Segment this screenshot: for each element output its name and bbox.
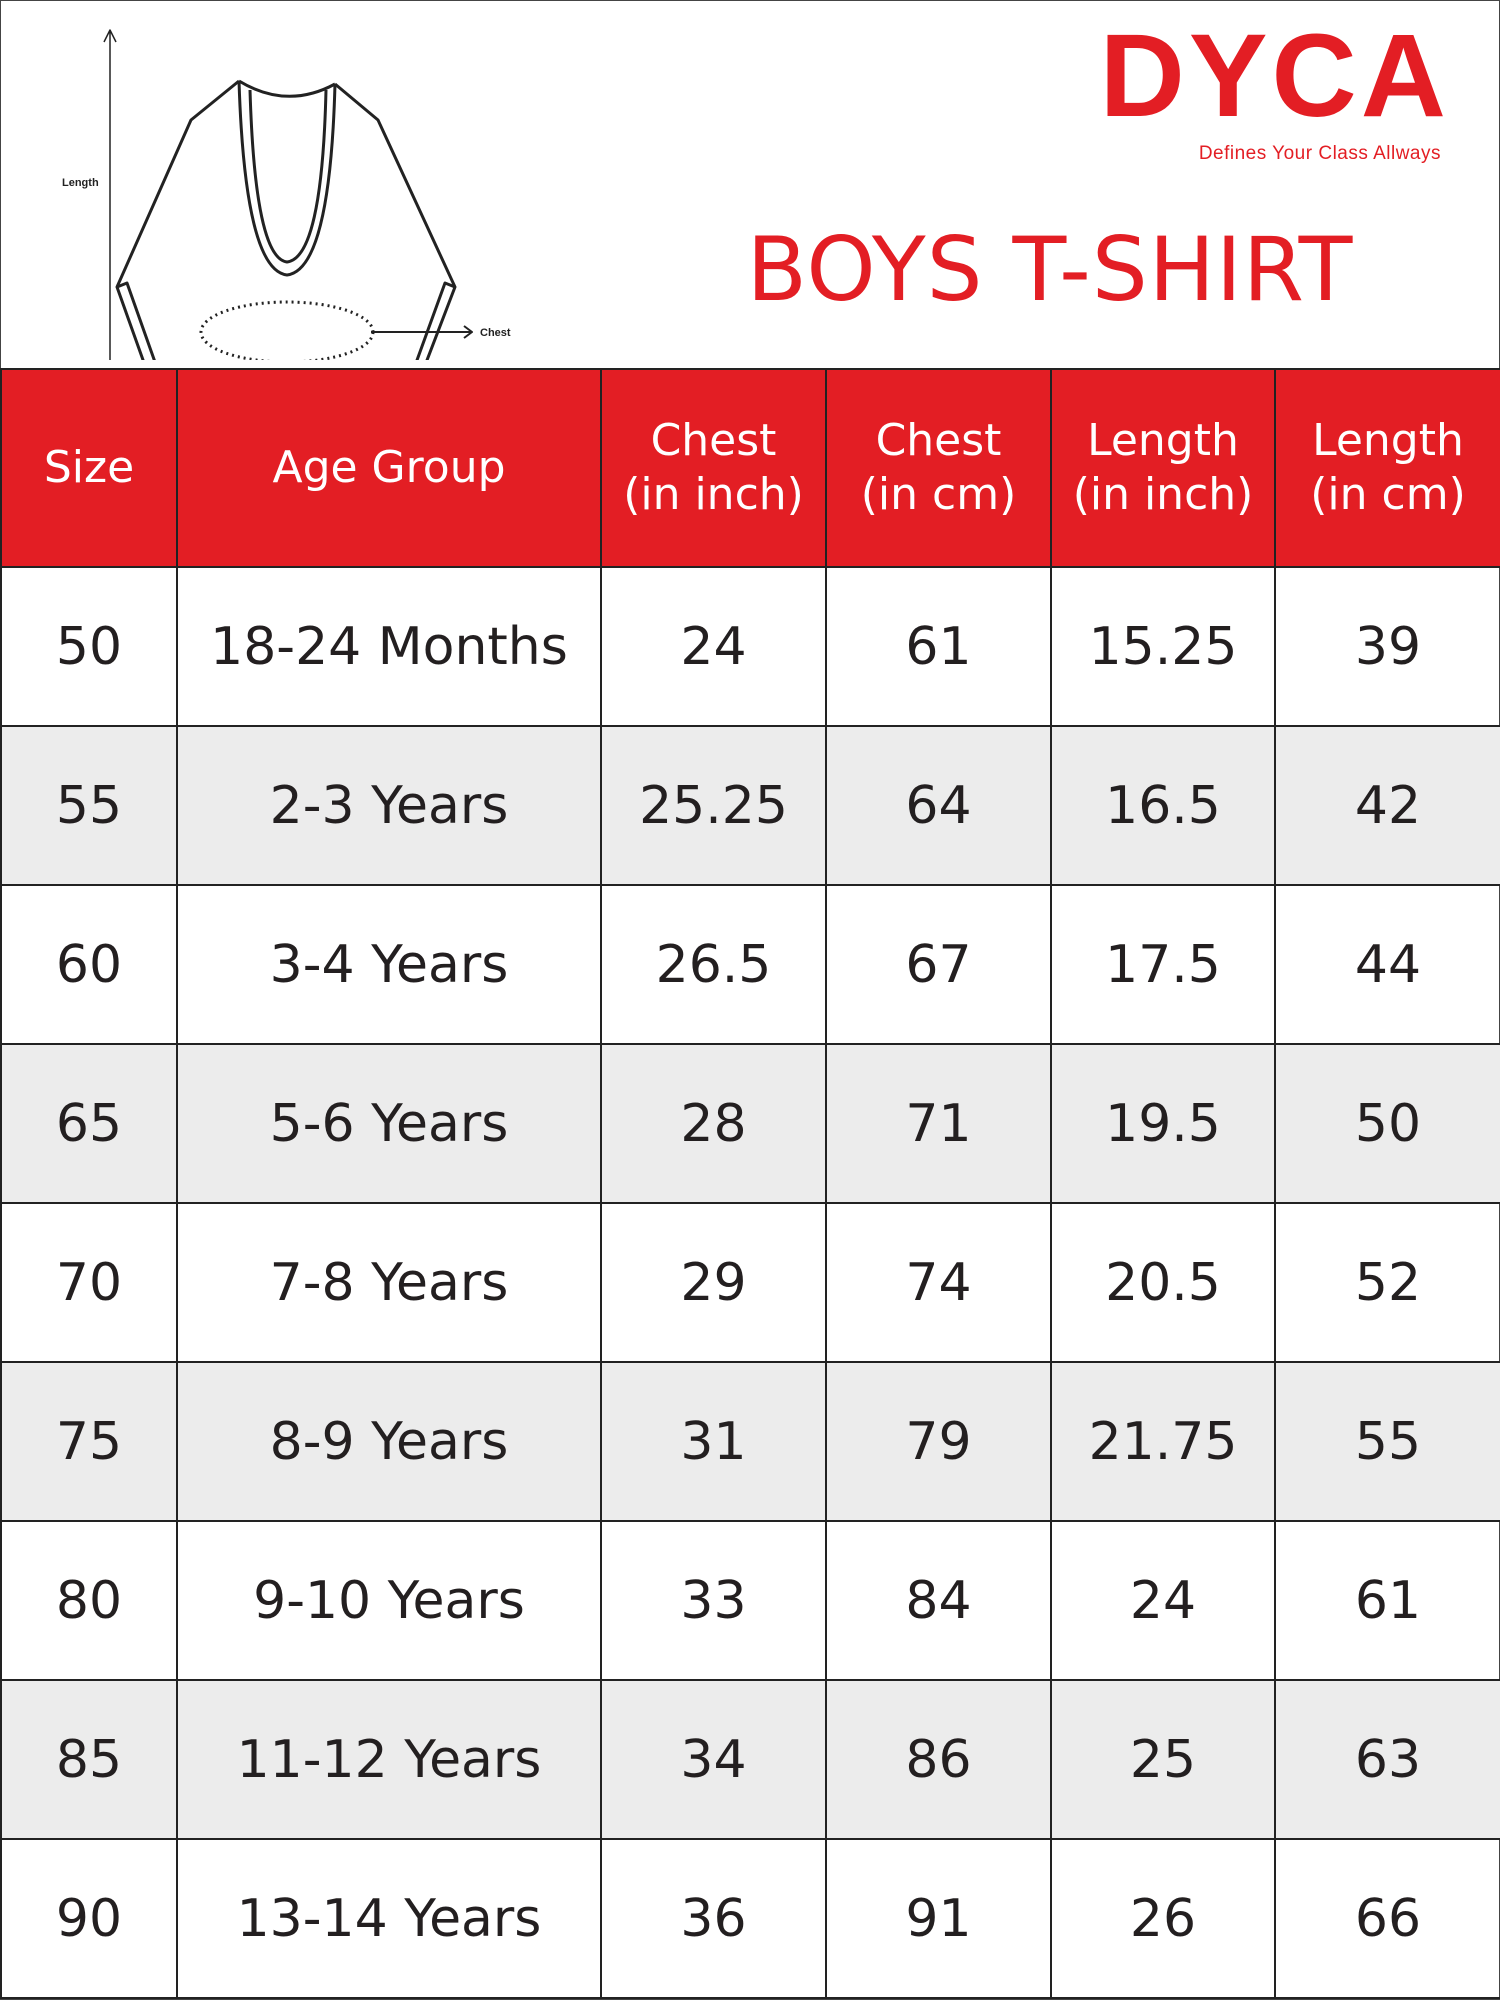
cell-size: 70 (0, 1202, 178, 1363)
table-row: 80 9-10 Years 33 84 24 61 (0, 1520, 1500, 1681)
table-row: 90 13-14 Years 36 91 26 66 (0, 1838, 1500, 1999)
cell-length-cm: 52 (1274, 1202, 1500, 1363)
cell-chest-cm: 86 (825, 1679, 1052, 1840)
cell-length-cm: 44 (1274, 884, 1500, 1045)
column-header-line2: (in inch) (623, 469, 804, 520)
column-header-line1: Length (1312, 415, 1464, 466)
column-header-line2: (in cm) (860, 469, 1017, 520)
table-row: 75 8-9 Years 31 79 21.75 55 (0, 1361, 1500, 1522)
cell-length-inch: 16.5 (1050, 725, 1276, 886)
cell-size: 60 (0, 884, 178, 1045)
sleeve-cuffs (116, 281, 456, 360)
cell-chest-cm: 91 (825, 1838, 1052, 1999)
cell-chest-cm: 74 (825, 1202, 1052, 1363)
table-row: 70 7-8 Years 29 74 20.5 52 (0, 1202, 1500, 1363)
cell-chest-cm: 79 (825, 1361, 1052, 1522)
cell-length-inch: 15.25 (1050, 566, 1276, 727)
cell-chest-cm: 84 (825, 1520, 1052, 1681)
size-chart-table: Size Age Group Chest (in inch) Chest (in cm) L… (0, 368, 1500, 1999)
cell-length-inch: 17.5 (1050, 884, 1276, 1045)
cell-chest-inch: 28 (600, 1043, 827, 1204)
page-title: BOYS T-SHIRT (746, 218, 1354, 321)
cell-length-cm: 55 (1274, 1361, 1500, 1522)
cell-chest-inch: 31 (600, 1361, 827, 1522)
tshirt-collar (237, 79, 337, 277)
cell-size: 85 (0, 1679, 178, 1840)
column-header-size: Size (0, 368, 178, 568)
cell-age-group: 8-9 Years (176, 1361, 602, 1522)
column-header-line1: Chest (875, 415, 1002, 466)
cell-length-cm: 39 (1274, 566, 1500, 727)
cell-age-group: 5-6 Years (176, 1043, 602, 1204)
cell-length-inch: 20.5 (1050, 1202, 1276, 1363)
column-header-age-group: Age Group (176, 368, 602, 568)
cell-chest-cm: 64 (825, 725, 1052, 886)
cell-length-inch: 19.5 (1050, 1043, 1276, 1204)
cell-length-cm: 50 (1274, 1043, 1500, 1204)
column-header-length-cm: Length (in cm) (1274, 368, 1500, 568)
cell-age-group: 11-12 Years (176, 1679, 602, 1840)
brand-logo: DYCA Defines Your Class Allways (990, 14, 1450, 174)
cell-chest-inch: 29 (600, 1202, 827, 1363)
cell-age-group: 13-14 Years (176, 1838, 602, 1999)
column-header-chest-inch: Chest (in inch) (600, 368, 827, 568)
cell-chest-cm: 71 (825, 1043, 1052, 1204)
chest-arrow (371, 325, 473, 339)
cell-size: 75 (0, 1361, 178, 1522)
cell-chest-inch: 34 (600, 1679, 827, 1840)
cell-size: 80 (0, 1520, 178, 1681)
cell-length-inch: 26 (1050, 1838, 1276, 1999)
cell-chest-cm: 67 (825, 884, 1052, 1045)
length-label: Length (62, 177, 99, 189)
column-header-line2: (in cm) (1310, 469, 1466, 520)
table-row: 60 3-4 Years 26.5 67 17.5 44 (0, 884, 1500, 1045)
cell-length-inch: 25 (1050, 1679, 1276, 1840)
cell-chest-inch: 26.5 (600, 884, 827, 1045)
cell-length-inch: 24 (1050, 1520, 1276, 1681)
cell-chest-inch: 33 (600, 1520, 827, 1681)
table-row: 55 2-3 Years 25.25 64 16.5 42 (0, 725, 1500, 886)
cell-chest-inch: 36 (600, 1838, 827, 1999)
tshirt-diagram: Chest Length (62, 29, 511, 360)
cell-size: 50 (0, 566, 178, 727)
brand-name: DYCA (1099, 10, 1450, 142)
table-header-row: Size Age Group Chest (in inch) Chest (in cm) L… (0, 368, 1500, 568)
cell-age-group: 3-4 Years (176, 884, 602, 1045)
table-row: 65 5-6 Years 28 71 19.5 50 (0, 1043, 1500, 1204)
column-header-line1: Length (1087, 415, 1239, 466)
cell-length-cm: 66 (1274, 1838, 1500, 1999)
column-header-chest-cm: Chest (in cm) (825, 368, 1052, 568)
column-header-line1: Size (43, 442, 135, 493)
cell-age-group: 7-8 Years (176, 1202, 602, 1363)
tshirt-outline (115, 79, 457, 360)
cell-length-cm: 61 (1274, 1520, 1500, 1681)
cell-length-cm: 42 (1274, 725, 1500, 886)
column-header-line2: (in inch) (1072, 469, 1254, 520)
column-header-line1: Age Group (272, 442, 506, 493)
cell-chest-inch: 25.25 (600, 725, 827, 886)
cell-age-group: 9-10 Years (176, 1520, 602, 1681)
cell-size: 55 (0, 725, 178, 886)
cell-size: 65 (0, 1043, 178, 1204)
cell-age-group: 2-3 Years (176, 725, 602, 886)
chest-label: Chest (480, 327, 511, 339)
cell-length-inch: 21.75 (1050, 1361, 1276, 1522)
column-header-line1: Chest (650, 415, 777, 466)
cell-chest-cm: 61 (825, 566, 1052, 727)
cell-age-group: 18-24 Months (176, 566, 602, 727)
brand-tagline: Defines Your Class Allways (1198, 143, 1441, 164)
cell-chest-inch: 24 (600, 566, 827, 727)
column-header-length-inch: Length (in inch) (1050, 368, 1276, 568)
table-row: 85 11-12 Years 34 86 25 63 (0, 1679, 1500, 1840)
length-arrow (103, 29, 117, 360)
table-row: 50 18-24 Months 24 61 15.25 39 (0, 566, 1500, 727)
chest-measure-line (199, 300, 375, 360)
cell-length-cm: 63 (1274, 1679, 1500, 1840)
cell-size: 90 (0, 1838, 178, 1999)
